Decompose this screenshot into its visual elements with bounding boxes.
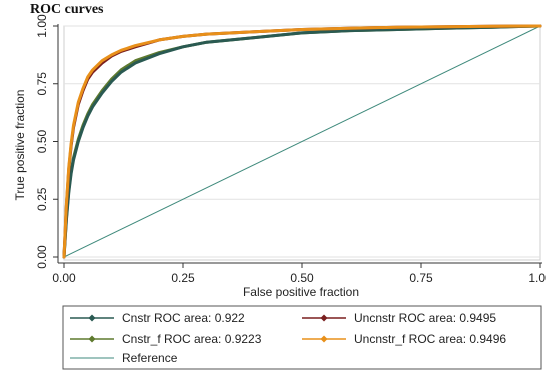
legend-marker-1 xyxy=(320,314,328,322)
legend-item-4: Reference xyxy=(70,351,178,365)
legend-marker-3 xyxy=(320,335,328,343)
y-tick-label-4: 1.00 xyxy=(35,14,49,38)
x-axis-title: False positive fraction xyxy=(243,285,359,299)
legend-item-3: Uncnstr_f ROC area: 0.9496 xyxy=(302,332,506,346)
legend-marker-0 xyxy=(88,314,96,322)
legend-label-1: Uncnstr ROC area: 0.9495 xyxy=(354,311,496,325)
legend-item-0: Cnstr ROC area: 0.922 xyxy=(70,311,245,325)
x-tick-label-1: 0.25 xyxy=(171,271,195,285)
legend-label-2: Cnstr_f ROC area: 0.9223 xyxy=(122,332,262,346)
x-axis-ticks: 0.00 0.25 0.50 0.75 1.00 xyxy=(52,263,546,285)
axes xyxy=(57,24,542,264)
legend-label-0: Cnstr ROC area: 0.922 xyxy=(122,311,245,325)
y-tick-label-3: 0.75 xyxy=(35,72,49,96)
series-line-4 xyxy=(63,25,541,258)
legend-item-2: Cnstr_f ROC area: 0.9223 xyxy=(70,332,262,346)
legend-marker-2 xyxy=(88,335,96,343)
legend-label-4: Reference xyxy=(122,351,178,365)
x-tick-label-3: 0.75 xyxy=(409,271,433,285)
legend: Cnstr ROC area: 0.922 Uncnstr ROC area: 0… xyxy=(70,311,506,365)
legend-box xyxy=(62,305,542,370)
legend-item-1: Uncnstr ROC area: 0.9495 xyxy=(302,311,496,325)
legend-label-3: Uncnstr_f ROC area: 0.9496 xyxy=(354,332,506,346)
x-tick-label-0: 0.00 xyxy=(52,271,76,285)
series-line-0 xyxy=(62,24,542,259)
y-axis-title: True positive fraction xyxy=(13,90,27,201)
x-tick-label-2: 0.50 xyxy=(290,271,314,285)
y-tick-label-0: 0.00 xyxy=(35,245,49,269)
y-axis-ticks: 0.00 0.25 0.50 0.75 1.00 xyxy=(35,14,58,269)
x-tick-label-4: 1.00 xyxy=(528,271,546,285)
y-tick-label-1: 0.25 xyxy=(35,187,49,211)
series-lines xyxy=(62,24,542,259)
series-line-3 xyxy=(62,24,542,259)
y-tick-label-2: 0.50 xyxy=(35,129,49,153)
chart-title: ROC curves xyxy=(30,2,104,17)
